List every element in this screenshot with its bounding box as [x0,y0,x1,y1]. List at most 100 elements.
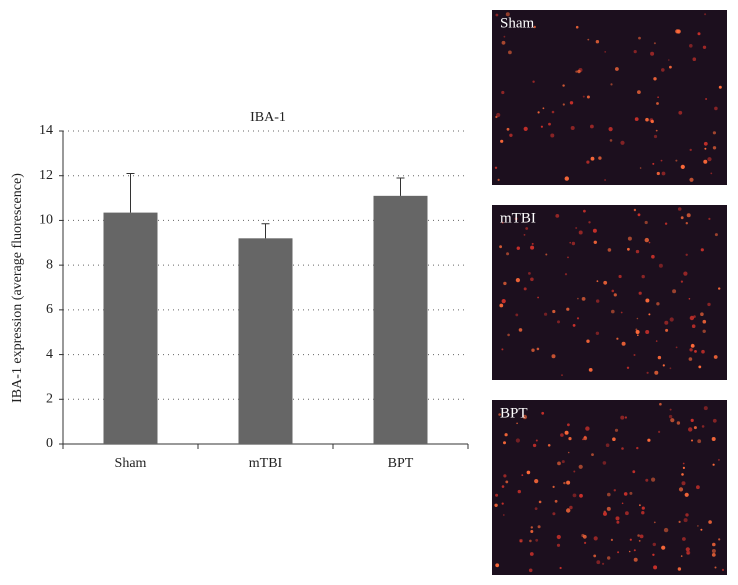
cell-dot [514,217,518,221]
cell-dot [499,303,504,308]
cell-dot [658,263,663,268]
cell-dot [596,299,600,303]
cell-dot [583,436,588,441]
cell-dot [650,119,654,124]
cell-dot [521,474,524,476]
cell-dot [563,481,566,485]
cell-dot [567,256,569,259]
cell-dot [569,101,574,105]
cell-dot [503,281,507,286]
cell-dot [700,248,704,252]
cell-dot [545,253,548,256]
cell-dot [621,447,624,450]
cell-dot [586,160,590,164]
cell-dot [532,443,537,448]
cell-dot [604,179,606,181]
cell-dot [654,370,659,375]
cell-dot [505,12,510,17]
cell-dot [562,84,565,87]
cell-dot [628,550,631,553]
cell-dot [623,492,628,496]
cell-dot [552,485,555,488]
cell-dot [495,13,499,17]
cell-dot [572,493,577,498]
cell-dot [591,453,594,456]
cell-dot [648,313,651,316]
cell-dot [681,481,686,486]
cell-dot [501,485,505,488]
cell-dot [502,514,505,516]
cell-dot [670,418,675,423]
cell-dot [530,245,535,250]
cell-dot [672,289,677,294]
cell-dot [633,208,637,212]
cell-dot [669,408,672,411]
cell-dot [506,127,510,131]
cell-dot [602,461,607,465]
cell-dot [637,534,640,537]
cell-dot [596,280,599,283]
cell-dot [590,124,594,129]
cell-dot [534,507,538,510]
cell-dot [698,365,702,369]
cell-dot [704,147,707,150]
cell-dot [552,309,556,314]
cell-dot [608,127,613,132]
error-bar [126,172,135,213]
cell-dot [603,280,608,285]
cell-dot [632,470,636,474]
cell-dot [559,566,562,570]
cell-dot [525,227,529,230]
cell-dot [555,214,560,218]
cell-dot [639,167,642,169]
cell-dot [653,134,658,139]
cell-dot [503,441,506,445]
cell-dot [633,557,638,562]
cell-dot [529,539,532,543]
cell-dot [721,568,725,572]
y-tick-label: 12 [39,168,53,183]
cell-dot [625,511,629,516]
x-tick-label: BPT [388,456,414,471]
cell-dot [692,57,697,61]
cell-dot [537,111,540,114]
cell-dot [561,374,563,376]
cell-dot [611,289,615,293]
cell-dot [713,355,718,359]
cell-dot [668,414,673,419]
cell-dot [639,504,641,507]
cell-dot [501,299,506,304]
cell-dot [501,502,504,505]
error-bar [396,177,405,196]
cell-dot [498,413,501,416]
cell-dot [577,297,579,300]
cell-dot [531,242,534,245]
cell-dot [677,207,682,211]
cell-dot [691,343,694,346]
cell-dot [688,427,693,432]
cell-dot [610,538,614,542]
cell-dot [659,402,662,406]
cell-dot [655,340,658,342]
bar [373,195,428,444]
cell-dot [680,555,683,557]
cell-dot [678,487,684,492]
cell-dot [697,32,701,36]
cell-dot [718,287,721,290]
cell-dot [554,499,558,503]
cell-dot [560,433,564,437]
cell-dot [712,131,717,135]
cell-dot [501,90,505,95]
cell-dot [494,166,498,169]
cell-dot [689,315,695,321]
cell-dot [661,171,666,176]
chart-title: IBA-1 [250,110,286,125]
cell-dot [689,177,694,182]
cell-dot [532,80,535,83]
panel-label: mTBI [500,210,536,226]
cell-dot [593,240,597,244]
cell-dot [575,70,578,73]
cell-dot [689,44,693,48]
cell-dot [578,230,583,235]
